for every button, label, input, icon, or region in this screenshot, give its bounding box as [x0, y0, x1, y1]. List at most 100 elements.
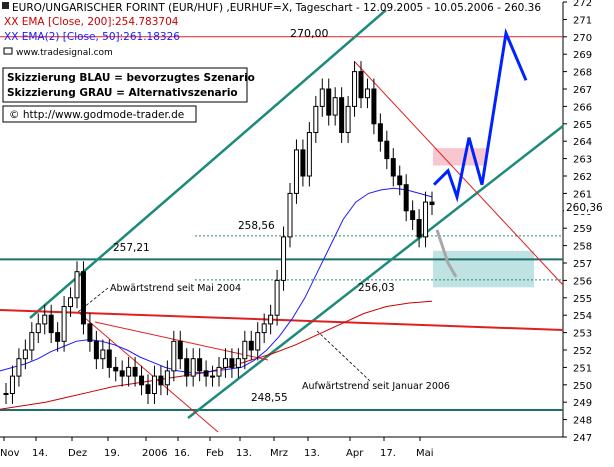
y-tick-label: 264 — [573, 137, 592, 148]
candle-body — [139, 375, 145, 386]
candle-body — [429, 201, 435, 206]
ema50-line — [0, 187, 433, 374]
candle-body — [61, 306, 67, 342]
y-tick-label: 270 — [573, 33, 592, 44]
candle-body — [184, 358, 190, 377]
pink-target-zone — [433, 148, 487, 166]
source-label: www.tradesignal.com — [16, 48, 113, 58]
candle-body — [364, 88, 370, 99]
ema200-line — [0, 300, 433, 410]
channel-lower-line — [187, 125, 564, 419]
last-price-box — [564, 200, 606, 214]
candle-body — [255, 332, 261, 351]
uptrend-pointer — [315, 329, 371, 382]
y-tick-label: 254 — [573, 311, 592, 322]
candle-body — [339, 97, 345, 133]
y-tick-label: 263 — [573, 155, 592, 166]
candle-body — [151, 375, 157, 395]
candle-body — [261, 323, 267, 334]
candle-body — [9, 375, 15, 395]
short-downtrend-line — [354, 61, 564, 286]
label-257-21: 257,21 — [113, 242, 150, 254]
candle-body — [352, 71, 358, 107]
y-tick-label: 247 — [573, 433, 592, 444]
y-tick-label: 268 — [573, 68, 592, 79]
candle-body — [158, 375, 164, 386]
label-270: 270,00 — [290, 27, 329, 40]
x-tick-label: 13. — [304, 448, 320, 459]
candle-body — [377, 123, 383, 142]
wedge-lower-line — [77, 311, 219, 433]
y-tick-label: 266 — [573, 102, 592, 113]
y-tick-label: 252 — [573, 346, 592, 357]
candle-body — [416, 219, 422, 238]
candle-body — [113, 366, 119, 372]
candle-body — [293, 149, 299, 194]
y-tick-label: 249 — [573, 398, 592, 409]
candle-body — [313, 105, 319, 134]
y-tick-label: 269 — [573, 50, 592, 61]
candle-body — [248, 340, 254, 351]
candle-body — [190, 358, 196, 377]
candle-body — [390, 158, 396, 177]
candle-body — [48, 314, 54, 334]
candle-body — [106, 349, 112, 368]
candle-body — [281, 236, 287, 281]
uptrend-label: Aufwärtstrend seit Januar 2006 — [302, 381, 450, 392]
candle-body — [171, 340, 177, 372]
candle-body — [22, 349, 28, 360]
candle-body — [410, 210, 416, 221]
x-tick-label: Mrz — [270, 448, 288, 459]
candle-body — [326, 88, 332, 116]
x-tick-label: Dez — [68, 448, 87, 459]
candle-body — [403, 184, 409, 212]
scenario-blue-path — [432, 27, 528, 203]
ema200-legend: XX EMA [Close, 200]:254.783704 — [4, 16, 179, 28]
ema50-legend: XX EMA(2) [Close, 50]:261.18326 — [4, 31, 180, 43]
candle-body — [164, 370, 170, 386]
candle-body — [203, 370, 209, 377]
website-label: © http://www.godmode-trader.de — [9, 109, 184, 121]
x-tick-label: 17. — [380, 448, 396, 459]
source-icon — [3, 47, 13, 55]
y-tick-label: 250 — [573, 381, 592, 392]
candle-body — [229, 358, 235, 368]
candle-body — [177, 340, 183, 360]
downtrend-label: Abwärtstrend seit Mai 2004 — [110, 283, 241, 294]
y-tick-label: 256 — [573, 276, 592, 287]
candle-body — [358, 71, 364, 99]
x-tick-label: Feb — [206, 448, 224, 459]
candle-body — [74, 271, 80, 299]
y-tick-label: 253 — [573, 329, 592, 340]
candle-body — [332, 97, 338, 116]
candle-body — [16, 358, 22, 377]
candle-body — [197, 358, 203, 372]
y-tick-label: 271 — [573, 15, 592, 26]
candle-body — [29, 332, 35, 351]
scenario-legend-box — [2, 67, 248, 103]
label-248-55: 248,55 — [251, 392, 288, 404]
y-tick-label: 267 — [573, 85, 592, 96]
candle-body — [210, 375, 216, 378]
candle-body — [119, 370, 125, 377]
x-tick-label: 13. — [236, 448, 252, 459]
last-price-label: 260,36 — [566, 202, 603, 214]
channel-upper-line — [29, 9, 387, 319]
y-tick-label: 261 — [573, 189, 592, 200]
candle-body — [42, 314, 48, 325]
title-marker-icon — [2, 2, 9, 9]
y-tick-label: 248 — [573, 416, 592, 427]
candle-body — [287, 192, 293, 238]
chart-title: EURO/UNGARISCHER FORINT (EUR/HUF) ,EURHU… — [12, 2, 541, 14]
y-tick-label: 272 — [573, 0, 592, 9]
y-tick-label: 262 — [573, 172, 592, 183]
candle-body — [93, 340, 99, 360]
candle-body — [319, 88, 325, 107]
y-tick-label: 258 — [573, 242, 592, 253]
candle-body — [222, 358, 228, 368]
candle-body — [242, 340, 248, 360]
candle-body — [35, 323, 41, 334]
candle-body — [87, 323, 93, 342]
